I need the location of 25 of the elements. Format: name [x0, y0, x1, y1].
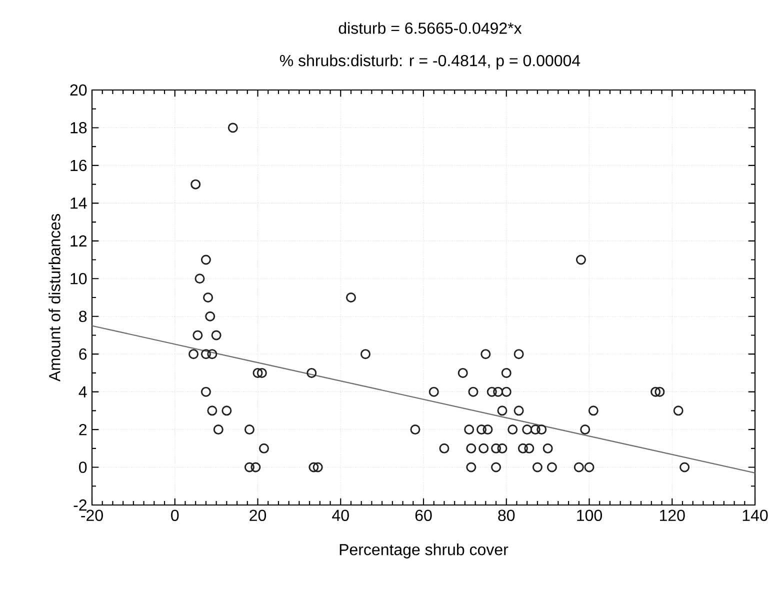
y-tick-label: 14: [70, 198, 87, 209]
y-tick-label: 6: [79, 348, 87, 360]
x-tick-label: 100: [577, 510, 602, 522]
y-tick-label: 18: [70, 122, 87, 134]
chart-title: disturb = 6.5665-0.0492*x: [338, 22, 522, 34]
y-tick-label: 8: [79, 310, 87, 322]
y-tick-label: 0: [79, 462, 87, 473]
x-tick-label: 40: [332, 510, 349, 522]
x-tick-label: 0: [171, 510, 179, 522]
y-tick-label: 12: [70, 235, 86, 246]
y-tick-label: 16: [70, 160, 87, 172]
x-tick-label: 20: [250, 510, 266, 522]
x-tick-label: -20: [81, 510, 103, 522]
y-tick-label: 10: [70, 272, 87, 284]
y-tick-label: -2: [74, 499, 86, 511]
y-tick-label: 4: [78, 386, 87, 398]
x-tick-label: 120: [660, 510, 685, 522]
x-tick-label: 140: [742, 510, 768, 522]
y-tick-label: 20: [70, 84, 87, 96]
x-axis-title: Percentage shrub cover: [340, 544, 508, 558]
y-tick-label: 2: [79, 424, 86, 436]
y-axis-title: Amount of disturbances: [48, 214, 60, 382]
x-tick-label: 80: [498, 510, 515, 522]
chart-subtitle: % shrubs:disturb: r = -0.4814, p = 0.00004: [280, 54, 580, 70]
x-tick-label: 60: [415, 510, 432, 522]
